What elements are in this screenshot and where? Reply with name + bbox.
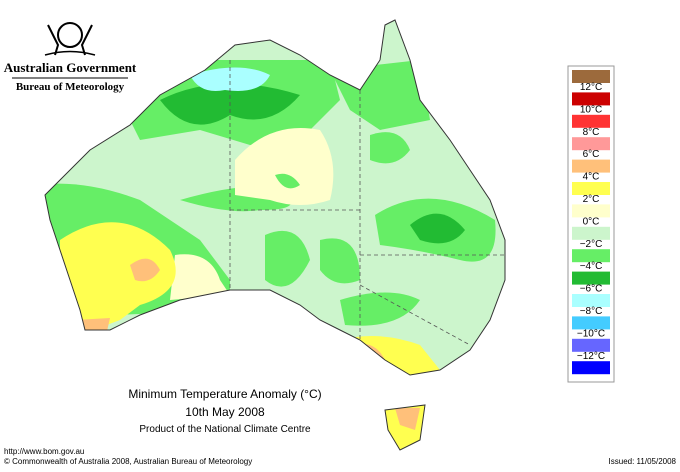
legend-swatch	[572, 70, 610, 83]
legend-label: −8°C	[580, 306, 603, 317]
map-title: Minimum Temperature Anomaly (°C)	[128, 387, 321, 401]
bureau-name: Bureau of Meteorology	[16, 81, 125, 93]
map-product: Product of the National Climate Centre	[139, 424, 311, 435]
legend-label: −12°C	[577, 351, 605, 362]
legend-label: −4°C	[580, 261, 603, 272]
legend-swatch	[572, 137, 610, 151]
legend-swatch	[572, 249, 610, 263]
legend-swatch	[572, 271, 610, 285]
legend-swatch	[572, 92, 610, 106]
legend-swatch	[572, 316, 610, 330]
legend-swatch	[572, 182, 610, 195]
legend-label: −6°C	[580, 284, 603, 295]
legend-label: 12°C	[580, 82, 602, 93]
logo	[44, 22, 96, 56]
legend: 12°C 10°C 8°C 6°C 4°C 2°C 0°C −2°C −4°C −6°C −8°C −…	[572, 70, 610, 375]
government-name: Australian Government	[4, 60, 137, 75]
legend-label: −10°C	[577, 328, 605, 339]
legend-swatch	[572, 204, 610, 218]
legend-label: 6°C	[583, 149, 600, 160]
legend-label: 0°C	[583, 216, 600, 227]
legend-swatch	[572, 114, 610, 128]
copyright: © Commonwealth of Australia 2008, Austra…	[4, 457, 252, 466]
url: http://www.bom.gov.au	[4, 447, 84, 456]
legend-swatch	[572, 226, 610, 240]
legend-swatch	[572, 159, 610, 173]
legend-label: 8°C	[583, 127, 600, 138]
legend-label: 2°C	[583, 194, 600, 205]
legend-swatch	[572, 294, 610, 307]
legend-label: −2°C	[580, 239, 603, 250]
map-date: 10th May 2008	[185, 405, 265, 419]
legend-label: 4°C	[583, 172, 600, 183]
legend-swatch	[572, 361, 610, 375]
legend-swatch	[572, 338, 610, 352]
legend-label: 10°C	[580, 104, 602, 115]
issued: Issued: 11/05/2008	[609, 457, 677, 466]
